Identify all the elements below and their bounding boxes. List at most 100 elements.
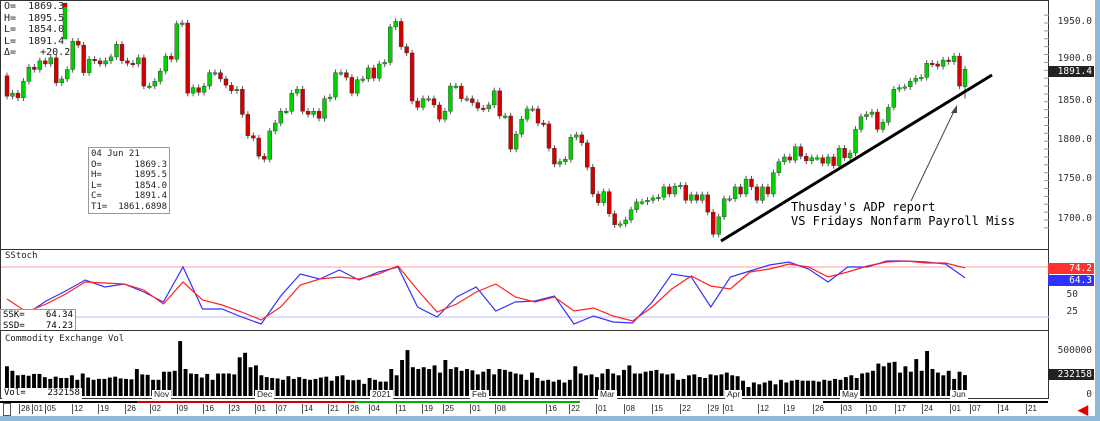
candle	[382, 62, 387, 65]
volume-bar	[562, 382, 567, 396]
candle	[289, 92, 294, 112]
candle	[453, 85, 459, 88]
candle	[727, 198, 732, 201]
candle	[957, 55, 962, 87]
current-bar-open-mark	[63, 3, 67, 7]
candle	[804, 155, 809, 162]
volume-bar	[762, 382, 767, 396]
candle	[196, 87, 201, 93]
date-tick: 08	[624, 404, 635, 414]
volume-bar	[97, 378, 101, 396]
date-tick: 16	[203, 404, 214, 414]
candle	[481, 107, 486, 110]
volume-bar	[221, 373, 226, 396]
volume-bar	[611, 373, 616, 396]
candle	[344, 72, 349, 78]
candle	[924, 62, 929, 78]
candle	[262, 155, 267, 160]
candle	[59, 78, 64, 84]
date-tick: 02	[150, 404, 161, 414]
candle	[75, 40, 81, 46]
candle	[311, 111, 316, 115]
stoch-tick: 25	[1066, 306, 1078, 317]
volume-bar	[654, 369, 659, 396]
volume-bar	[643, 371, 648, 396]
date-tick: 07	[276, 404, 287, 414]
window-frame	[1095, 0, 1100, 421]
candle	[710, 211, 716, 235]
volume-panel: Commodity Exchange Vol	[0, 330, 1049, 399]
candle	[705, 194, 710, 213]
candle	[601, 191, 606, 203]
volume-bar	[540, 380, 545, 396]
scroll-left-arrow-icon[interactable]: ◀	[1078, 402, 1088, 417]
candle	[585, 142, 590, 168]
volume-bar	[291, 378, 296, 396]
volume-bar	[903, 366, 908, 396]
volume-bar	[156, 379, 161, 396]
date-tick: 19	[422, 404, 433, 414]
volume-bar	[741, 380, 746, 396]
date-tick: 01	[596, 404, 607, 414]
date-tick: 10	[866, 404, 877, 414]
candle	[251, 135, 256, 139]
volume-bar	[86, 377, 91, 396]
candle	[612, 213, 617, 225]
candle	[880, 122, 886, 130]
volume-bar	[259, 375, 264, 396]
candle	[256, 137, 262, 157]
candle	[809, 157, 814, 162]
candle	[388, 26, 393, 63]
volume-bar	[167, 371, 172, 396]
ssk-value: 64.34	[45, 310, 73, 320]
volume-bar	[919, 370, 924, 396]
candle	[738, 186, 743, 195]
volume-bar	[708, 374, 713, 396]
date-tick: 12	[758, 404, 769, 414]
candle	[174, 23, 179, 60]
window-frame	[0, 416, 1100, 421]
volume-bar	[876, 363, 881, 396]
candle	[393, 21, 398, 28]
info-row: H= 1895.5	[91, 170, 167, 181]
candle	[574, 134, 579, 138]
volume-bar	[843, 377, 848, 396]
month-label: Dec	[255, 389, 275, 399]
candle	[327, 96, 333, 99]
price-tick: 1700.0	[1057, 213, 1092, 224]
volume-bar	[594, 377, 599, 396]
volume-bar	[676, 379, 681, 396]
date-tick: 15	[652, 404, 663, 414]
price-tick: 1850.0	[1057, 95, 1092, 106]
volume-bar	[286, 376, 291, 396]
candle	[831, 156, 836, 166]
volume-bar	[324, 376, 329, 396]
candle	[81, 44, 86, 73]
date-tick: 28	[348, 404, 359, 414]
candle	[875, 111, 880, 130]
volume-bar	[659, 373, 664, 396]
candle	[108, 56, 114, 62]
info-key: O=	[91, 159, 102, 170]
candle	[136, 57, 141, 65]
price-tick: 1800.0	[1057, 134, 1092, 145]
stoch-tick: 50	[1066, 289, 1078, 300]
candle	[667, 186, 672, 195]
candle	[415, 100, 420, 108]
volume-bar	[665, 374, 670, 396]
volume-bar	[600, 373, 605, 396]
date-tick: 21	[328, 404, 339, 414]
volume-bar	[486, 369, 491, 396]
scroll-handle[interactable]	[3, 403, 11, 416]
candle	[130, 62, 136, 65]
date-tick: 01	[470, 404, 481, 414]
ssk-label: SSK=	[3, 310, 25, 320]
candle	[645, 200, 650, 203]
volume-bar	[253, 365, 258, 396]
candle	[825, 156, 831, 164]
vol-label: Vol=	[4, 388, 26, 398]
candle	[333, 72, 338, 98]
candle	[787, 156, 793, 161]
candle	[721, 198, 727, 218]
candle	[338, 72, 344, 75]
